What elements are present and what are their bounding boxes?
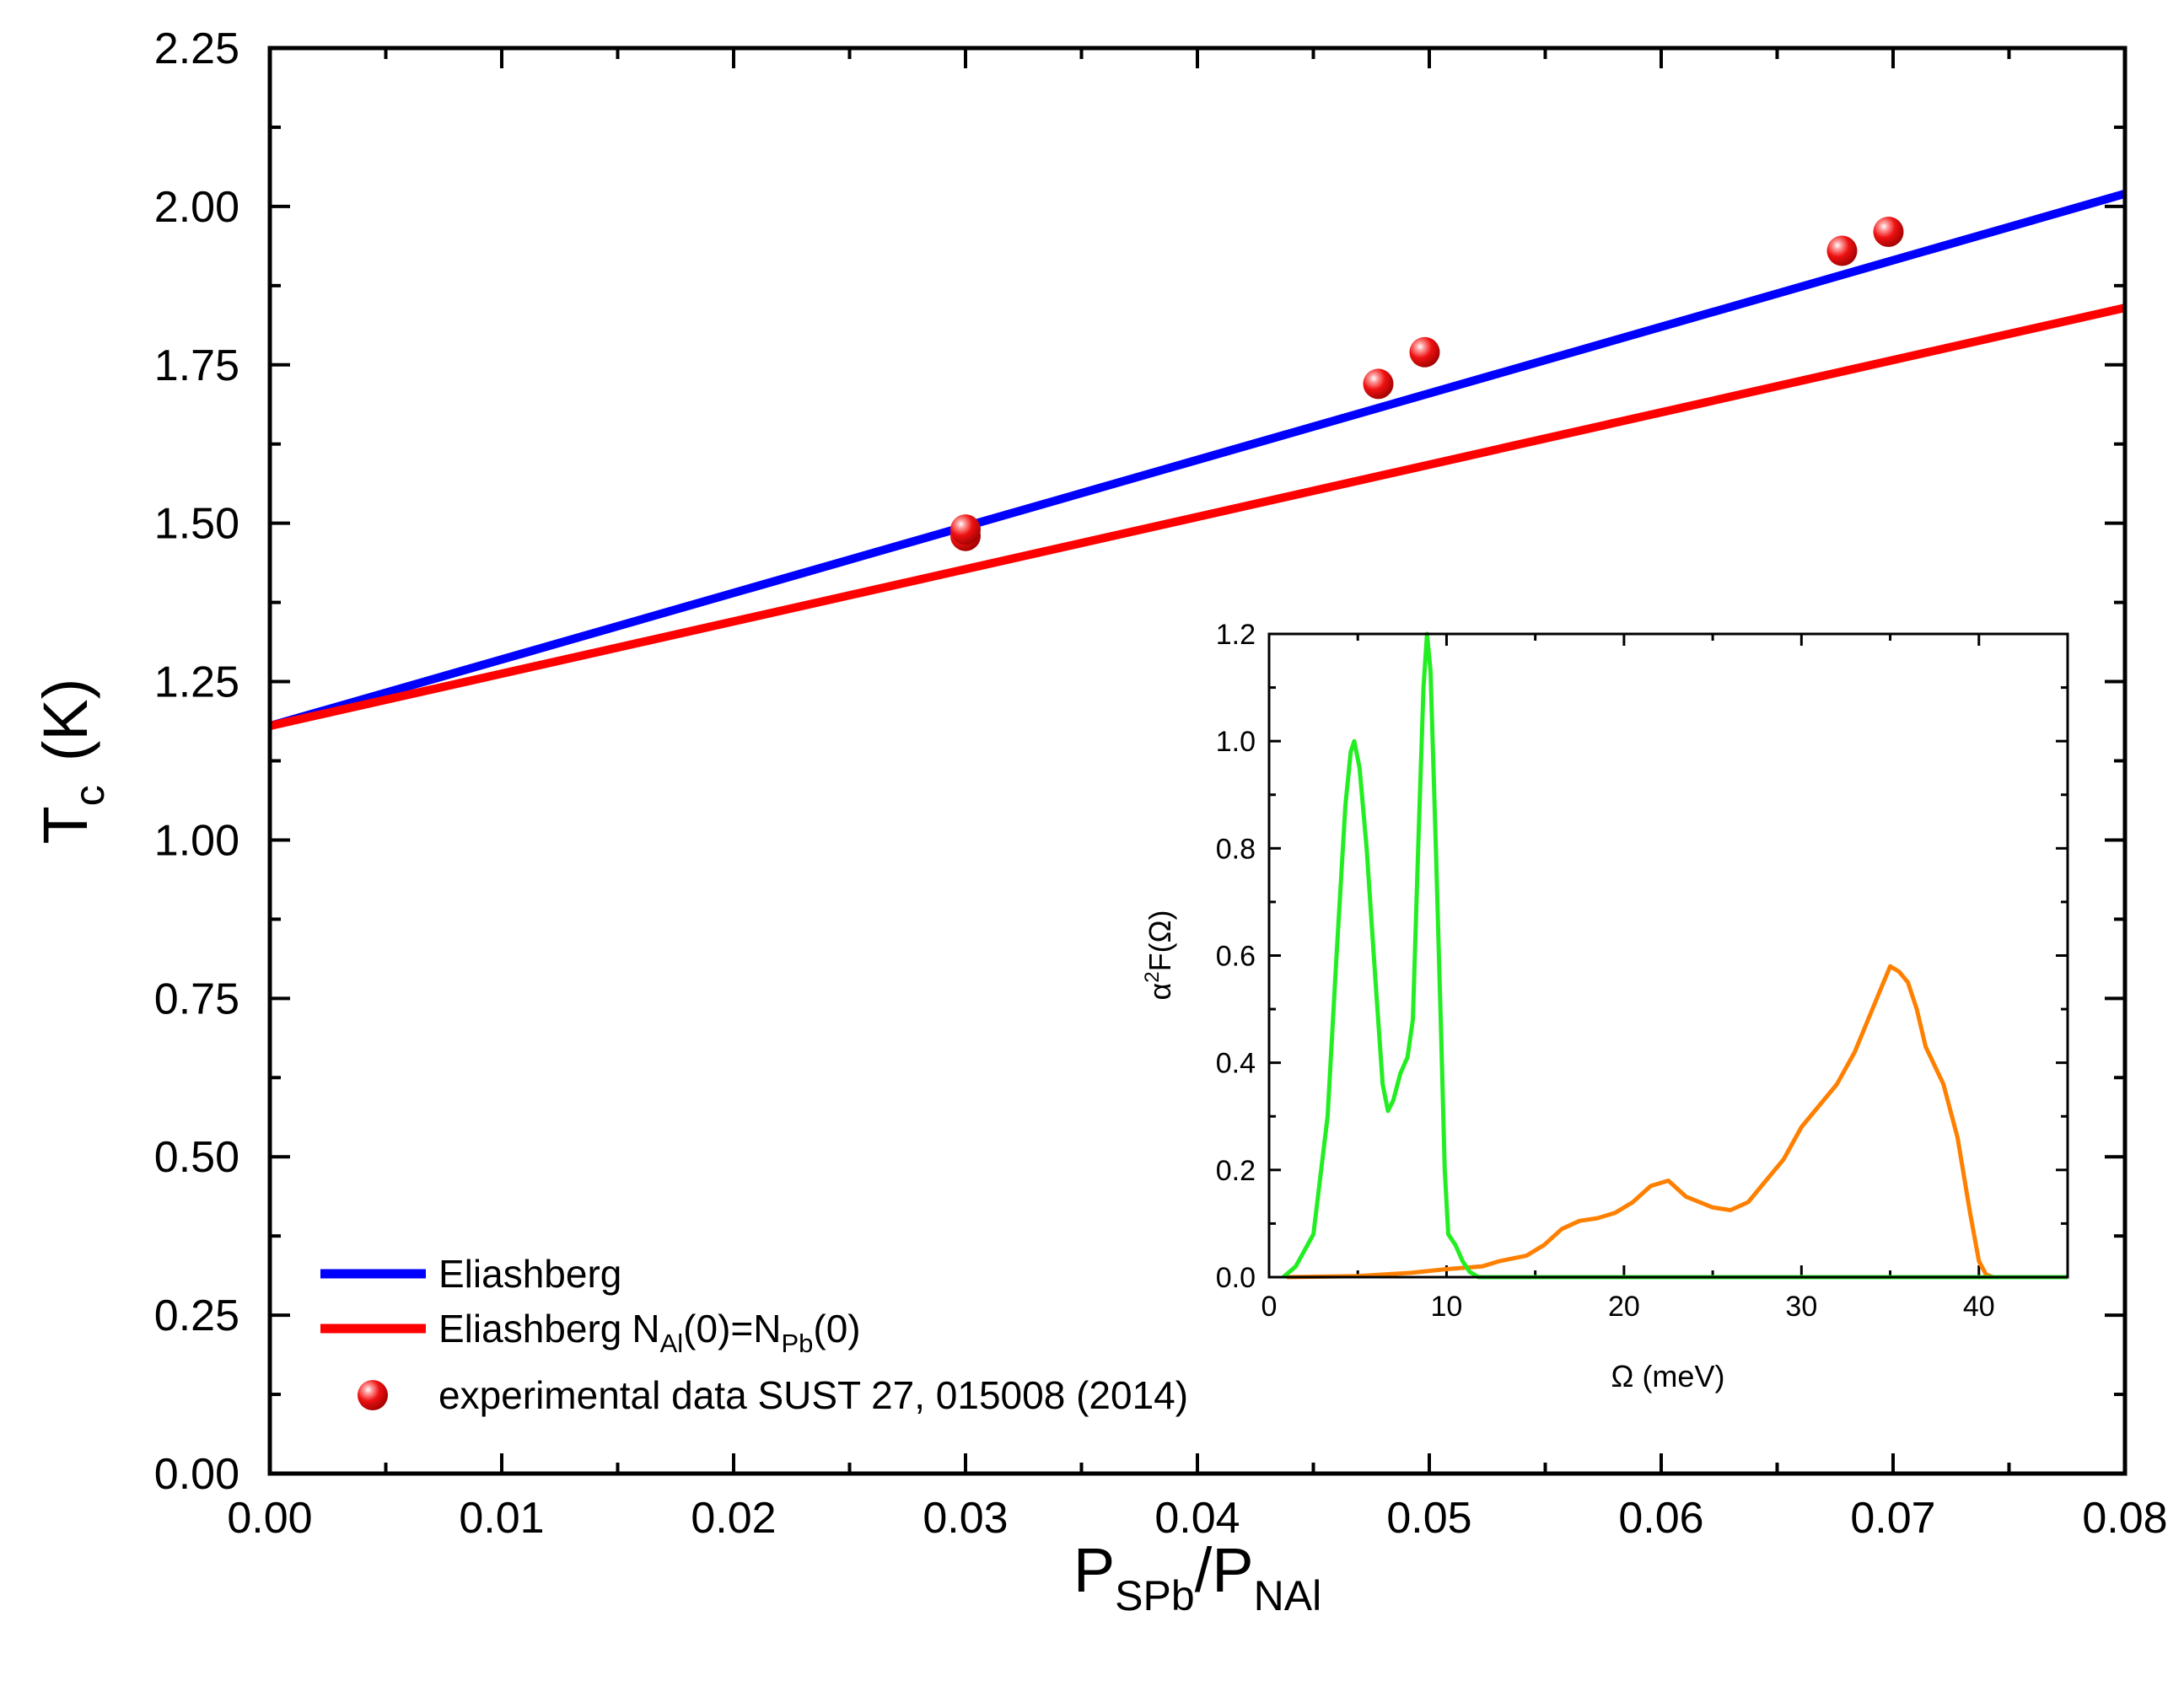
inset-x-tick-label: 20 bbox=[1608, 1291, 1640, 1323]
x-tick-label: 0.06 bbox=[1618, 1494, 1703, 1543]
legend-label-eliashberg: Eliashberg bbox=[438, 1252, 621, 1296]
inset-background bbox=[1269, 634, 2068, 1277]
x-axis-title-sub2: NAl bbox=[1254, 1572, 1322, 1619]
series-line-eliashberg bbox=[268, 190, 2127, 730]
y-tick-label: 1.25 bbox=[154, 658, 239, 707]
x-axis-title-sep: /P bbox=[1195, 1535, 1254, 1605]
y-tick-label: 0.25 bbox=[154, 1291, 239, 1340]
y-axis-title-main: T bbox=[30, 806, 100, 844]
inset-series-line-al bbox=[1282, 631, 2068, 1280]
inset-y-axis-title-post: F(Ω) bbox=[1143, 910, 1177, 971]
inset-x-tick-label: 30 bbox=[1785, 1291, 1817, 1323]
inset-series-group bbox=[1282, 631, 2068, 1280]
x-axis-title-sub1: SPb bbox=[1115, 1572, 1195, 1619]
y-tick-label: 2.00 bbox=[154, 183, 239, 232]
x-tick-label: 0.02 bbox=[691, 1494, 776, 1543]
legend-label-eq-n: (0)=N bbox=[683, 1307, 781, 1350]
inset-y-tick-label: 0.6 bbox=[1216, 941, 1256, 973]
y-tick-label: 0.00 bbox=[154, 1450, 239, 1499]
main-plot-frame bbox=[267, 46, 2128, 1476]
legend-label-eliashberg-equal-dos-base: Eliashberg bbox=[438, 1307, 621, 1350]
y-tick-label: 1.00 bbox=[154, 816, 239, 865]
inset-y-tick-label: 0.4 bbox=[1216, 1048, 1256, 1080]
inset-series-line-pb bbox=[1286, 964, 2068, 1280]
legend-label-sub-al: Al bbox=[660, 1329, 684, 1358]
inset-x-tick-label: 40 bbox=[1963, 1291, 1995, 1323]
x-axis-title-main: P bbox=[1073, 1535, 1115, 1605]
legend-swatch-experimental bbox=[358, 1380, 388, 1410]
experimental-data-point bbox=[1363, 368, 1394, 400]
y-tick-label: 1.50 bbox=[154, 500, 239, 549]
inset-y-tick-label: 0.2 bbox=[1216, 1155, 1256, 1187]
x-tick-label: 0.03 bbox=[923, 1494, 1008, 1543]
inset-x-tick-label: 10 bbox=[1431, 1291, 1463, 1323]
inset-y-tick-label: 1.2 bbox=[1216, 619, 1256, 651]
inset-x-axis-title: Ω (meV) bbox=[1611, 1359, 1725, 1393]
x-tick-label: 0.08 bbox=[2082, 1494, 2167, 1543]
inset-y-axis-title-pre: α bbox=[1143, 983, 1177, 1001]
y-axis-title-unit: (K) bbox=[30, 679, 100, 762]
x-axis-title: PSPb/PNAl bbox=[1073, 1535, 1321, 1619]
main-series-group bbox=[268, 190, 2127, 731]
legend-label-experimental: experimental data SUST 27, 015008 (2014) bbox=[438, 1373, 1188, 1417]
x-tick-label: 0.00 bbox=[227, 1494, 312, 1543]
series-line-eliashberg-equal-dos bbox=[268, 303, 2127, 731]
legend-label-eliashberg-equal-dos: Eliashberg NAl(0)=NPb(0) bbox=[438, 1307, 861, 1358]
legend-label-sub-pb: Pb bbox=[781, 1329, 813, 1358]
inset-y-tick-label: 0.8 bbox=[1216, 833, 1256, 865]
main-axis-ticks: 0.00 0.01 0.02 0.03 0.04 0.05 0.06 0.07 0.080.00… bbox=[154, 24, 2168, 1543]
inset-plot-frame bbox=[1267, 632, 2069, 1279]
y-axis-title-sub: c bbox=[66, 785, 113, 806]
inset-y-axis-title-sup: 2 bbox=[1141, 971, 1164, 982]
inset-y-tick-label: 0.0 bbox=[1216, 1262, 1256, 1294]
inset-y-axis-title: α2F(Ω) bbox=[1141, 910, 1177, 1000]
y-tick-label: 2.25 bbox=[154, 24, 239, 73]
experimental-data-point bbox=[1826, 235, 1858, 266]
inset-x-tick-label: 0 bbox=[1261, 1291, 1278, 1323]
experimental-data-point bbox=[1409, 336, 1440, 368]
y-tick-label: 0.75 bbox=[154, 975, 239, 1023]
legend: Eliashberg Eliashberg NAl(0)=NPb(0) exper… bbox=[320, 1252, 1188, 1417]
x-tick-label: 0.04 bbox=[1154, 1494, 1240, 1543]
x-tick-label: 0.07 bbox=[1850, 1494, 1935, 1543]
x-tick-label: 0.05 bbox=[1386, 1494, 1471, 1543]
y-axis-title: Tc (K) bbox=[30, 679, 113, 845]
x-tick-label: 0.01 bbox=[459, 1494, 544, 1543]
inset-y-tick-label: 1.0 bbox=[1216, 726, 1256, 758]
experimental-data-point bbox=[1873, 216, 1904, 247]
experimental-data-point bbox=[950, 514, 981, 545]
y-tick-label: 0.50 bbox=[154, 1133, 239, 1182]
legend-label-zero: (0) bbox=[813, 1307, 860, 1350]
legend-label-n: N bbox=[632, 1307, 659, 1350]
y-tick-label: 1.75 bbox=[154, 341, 239, 390]
